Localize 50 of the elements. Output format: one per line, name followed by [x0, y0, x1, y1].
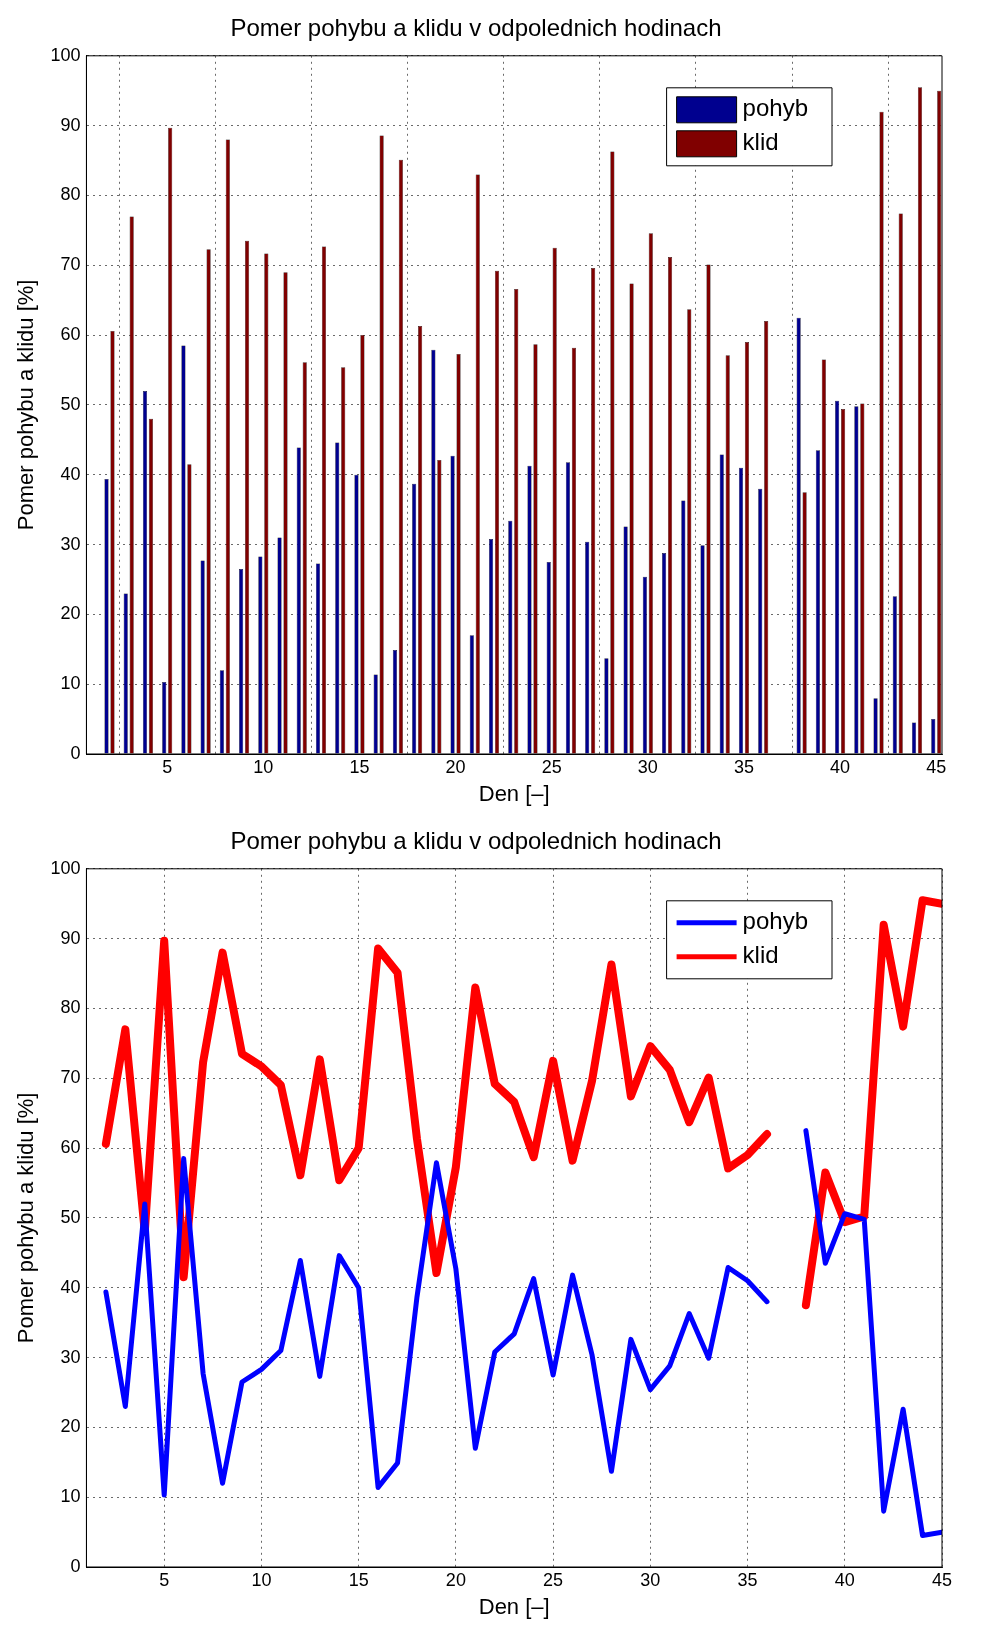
y-tick-label: 50 — [60, 393, 81, 414]
x-tick-label: 15 — [348, 1569, 369, 1590]
x-tick-label: 45 — [931, 1569, 953, 1590]
legend-label: pohyb — [742, 907, 808, 935]
y-tick-label: 100 — [50, 857, 81, 878]
y-tick-label: 0 — [70, 742, 81, 763]
chart-title: Pomer pohybu a klidu v odpolednich hodinach — [230, 827, 722, 855]
x-tick-label: 5 — [162, 756, 173, 777]
y-tick-label: 60 — [60, 1137, 81, 1158]
x-tick-label: 30 — [640, 1569, 661, 1590]
x-tick-label: 30 — [637, 756, 658, 777]
y-tick-label: 60 — [60, 324, 81, 345]
y-tick-label: 20 — [60, 1416, 81, 1437]
y-tick-label: 70 — [60, 1067, 81, 1088]
x-tick-label: 25 — [541, 756, 562, 777]
y-tick-label: 30 — [60, 1346, 81, 1367]
y-tick-label: 90 — [60, 927, 81, 948]
y-tick-label: 80 — [60, 184, 81, 205]
y-tick-label: 30 — [60, 533, 81, 554]
y-axis-title: Pomer pohybu a klidu [%] — [13, 279, 39, 531]
y-tick-label: 40 — [60, 1276, 81, 1297]
y-tick-label: 20 — [60, 603, 81, 624]
x-tick-label: 40 — [830, 756, 851, 777]
x-tick-label: 40 — [834, 1569, 855, 1590]
legend-label: pohyb — [742, 94, 808, 122]
x-tick-label: 15 — [349, 756, 370, 777]
x-tick-label: 20 — [445, 756, 466, 777]
x-tick-label: 10 — [251, 1569, 272, 1590]
legend-label: klid — [742, 941, 779, 969]
x-tick-label: 35 — [737, 1569, 758, 1590]
y-tick-label: 80 — [60, 997, 81, 1018]
y-tick-label: 40 — [60, 463, 81, 484]
x-axis-title: Den [–] — [478, 1593, 550, 1619]
y-axis-title: Pomer pohybu a klidu [%] — [13, 1092, 39, 1344]
y-tick-label: 70 — [60, 254, 81, 275]
x-tick-label: 10 — [253, 756, 274, 777]
y-tick-label: 0 — [70, 1555, 81, 1576]
x-tick-label: 20 — [445, 1569, 466, 1590]
y-tick-label: 10 — [60, 673, 81, 694]
chart-title: Pomer pohybu a klidu v odpolednich hodinach — [230, 14, 722, 42]
x-tick-label: 25 — [543, 1569, 564, 1590]
y-tick-label: 10 — [60, 1486, 81, 1507]
y-tick-label: 90 — [60, 114, 81, 135]
y-tick-label: 100 — [50, 44, 81, 65]
y-tick-label: 50 — [60, 1206, 81, 1227]
legend-label: klid — [742, 128, 779, 156]
x-tick-label: 35 — [733, 756, 754, 777]
x-axis-title: Den [–] — [478, 780, 550, 806]
x-tick-label: 45 — [926, 756, 947, 777]
x-tick-label: 5 — [159, 1569, 170, 1590]
